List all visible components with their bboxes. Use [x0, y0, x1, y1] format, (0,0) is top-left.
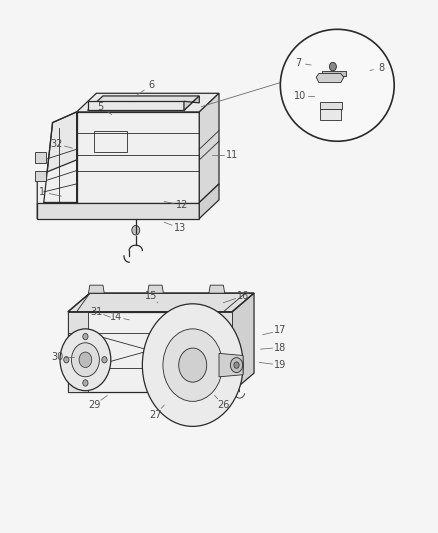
Circle shape	[79, 352, 92, 368]
Text: 29: 29	[88, 400, 100, 410]
Polygon shape	[68, 368, 88, 392]
Text: 32: 32	[51, 139, 63, 149]
Circle shape	[329, 62, 336, 71]
Text: 1: 1	[39, 187, 45, 197]
Polygon shape	[316, 74, 344, 83]
Text: 18: 18	[274, 343, 286, 352]
Polygon shape	[209, 285, 225, 293]
Circle shape	[71, 343, 99, 377]
Circle shape	[64, 357, 69, 363]
Circle shape	[102, 357, 107, 363]
Polygon shape	[37, 203, 77, 219]
Circle shape	[74, 376, 80, 384]
Text: 10: 10	[294, 91, 306, 101]
Text: 31: 31	[90, 307, 102, 317]
Polygon shape	[68, 312, 88, 333]
Circle shape	[190, 114, 195, 120]
Ellipse shape	[280, 29, 394, 141]
Polygon shape	[35, 171, 46, 181]
Circle shape	[234, 362, 239, 368]
Polygon shape	[44, 112, 77, 203]
Text: 27: 27	[149, 410, 162, 419]
Text: 11: 11	[226, 150, 238, 159]
Circle shape	[163, 329, 223, 401]
Text: 7: 7	[295, 58, 301, 68]
Text: 26: 26	[217, 400, 230, 410]
Circle shape	[230, 358, 243, 373]
Polygon shape	[199, 93, 219, 203]
Polygon shape	[88, 96, 199, 110]
Circle shape	[83, 379, 88, 386]
Polygon shape	[88, 285, 104, 293]
Polygon shape	[68, 293, 254, 312]
Circle shape	[81, 114, 86, 120]
Circle shape	[179, 348, 207, 382]
Text: 12: 12	[176, 200, 188, 210]
Polygon shape	[212, 312, 232, 333]
Circle shape	[190, 193, 195, 199]
Polygon shape	[77, 112, 199, 203]
Polygon shape	[37, 160, 77, 219]
Text: 5: 5	[98, 102, 104, 111]
Text: 17: 17	[274, 326, 286, 335]
Circle shape	[74, 320, 80, 327]
Polygon shape	[320, 102, 342, 109]
Text: 15: 15	[145, 291, 157, 301]
Circle shape	[60, 329, 111, 391]
Circle shape	[81, 193, 86, 199]
Text: 30: 30	[51, 352, 63, 362]
Circle shape	[103, 123, 112, 133]
Circle shape	[83, 334, 88, 340]
Polygon shape	[322, 71, 346, 76]
Circle shape	[220, 376, 226, 384]
Text: 6: 6	[148, 80, 154, 90]
Text: 16: 16	[237, 291, 249, 301]
Polygon shape	[232, 293, 254, 392]
Polygon shape	[199, 184, 219, 219]
Polygon shape	[212, 368, 232, 392]
Text: 14: 14	[110, 312, 122, 322]
Circle shape	[132, 225, 140, 235]
Text: 8: 8	[378, 63, 384, 73]
Polygon shape	[35, 152, 46, 163]
Polygon shape	[219, 353, 243, 377]
Text: 19: 19	[274, 360, 286, 370]
Polygon shape	[68, 312, 232, 392]
Polygon shape	[77, 93, 219, 112]
Polygon shape	[148, 285, 163, 293]
Circle shape	[142, 304, 243, 426]
Circle shape	[220, 320, 226, 327]
Polygon shape	[184, 96, 199, 110]
Text: 13: 13	[173, 223, 186, 233]
Polygon shape	[88, 101, 184, 110]
Polygon shape	[320, 109, 341, 120]
Polygon shape	[37, 203, 199, 219]
